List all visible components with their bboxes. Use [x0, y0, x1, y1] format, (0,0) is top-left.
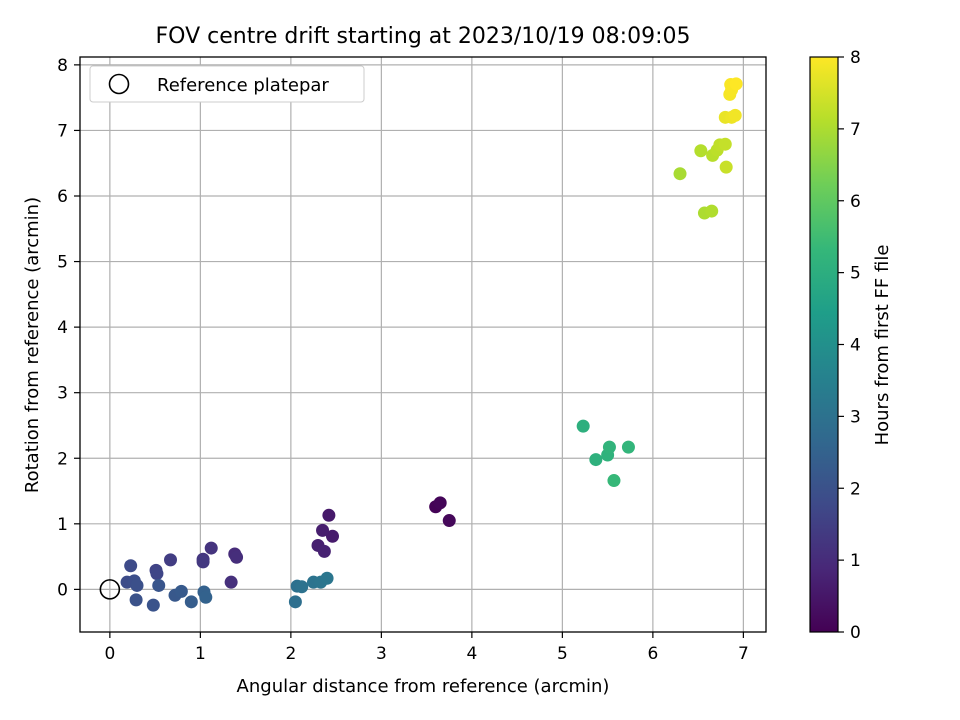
y-tick-label: 4: [57, 318, 68, 338]
data-point: [174, 584, 188, 598]
legend-box: [89, 65, 365, 103]
y-tick-label: 7: [57, 121, 68, 141]
data-point: [152, 578, 166, 592]
x-tick-label: 5: [557, 644, 568, 664]
plot-area: [79, 56, 767, 633]
x-tick-label: 6: [647, 644, 658, 664]
plot-background: [80, 57, 766, 632]
data-point: [322, 508, 336, 522]
y-tick-label: 8: [57, 56, 68, 76]
data-point: [130, 578, 144, 592]
y-tick-label: 6: [57, 187, 68, 207]
colorbar-label: Hours from first FF file: [872, 245, 893, 446]
x-tick-label: 7: [738, 644, 749, 664]
data-point: [320, 571, 334, 585]
data-point: [719, 160, 733, 174]
colorbar-tick-label: 8: [850, 48, 861, 68]
data-point: [204, 541, 218, 555]
x-tick-label: 3: [376, 644, 387, 664]
x-tick-label: 4: [466, 644, 477, 664]
y-tick-label: 5: [57, 253, 68, 273]
colorbar-tick-label: 4: [850, 336, 861, 356]
colorbar-tick-label: 0: [850, 623, 861, 643]
y-tick-label: 3: [57, 384, 68, 404]
data-point: [607, 474, 621, 488]
y-axis-label: Rotation from reference (arcmin): [22, 197, 43, 493]
plot-frame: [79, 56, 767, 633]
y-axis-ticks: 0 1 2 3 4 5 6 7 8: [57, 56, 80, 600]
data-point: [199, 590, 213, 604]
y-tick-label: 1: [57, 515, 68, 535]
data-point: [728, 108, 742, 122]
colorbar-tick-label: 7: [850, 120, 861, 140]
data-point: [316, 523, 330, 537]
data-point: [317, 544, 331, 558]
chart-title: FOV centre drift starting at 2023/10/19 …: [156, 24, 691, 49]
data-point: [196, 555, 210, 569]
data-point: [673, 167, 687, 181]
x-tick-label: 2: [285, 644, 296, 664]
legend-entry-label: Reference platepar: [157, 75, 329, 96]
colorbar-ticks: 0 1 2 3 4 5 6 7 8: [838, 48, 861, 643]
data-points: [120, 77, 743, 612]
colorbar-tick-label: 3: [850, 407, 861, 427]
y-tick-label: 0: [57, 580, 68, 600]
x-axis-label: Angular distance from reference (arcmin): [237, 676, 610, 697]
data-point: [576, 419, 590, 433]
data-point: [230, 550, 244, 564]
data-point: [442, 514, 456, 528]
data-point: [589, 453, 603, 467]
x-tick-label: 0: [104, 644, 115, 664]
data-point: [621, 440, 635, 454]
data-point: [124, 559, 138, 573]
data-point: [184, 595, 198, 609]
legend: Reference platepar: [89, 65, 365, 103]
x-axis-ticks: 0 1 2 3 4 5 6 7: [104, 632, 749, 664]
legend-marker-icon: [108, 73, 130, 95]
x-tick-label: 1: [195, 644, 206, 664]
data-point: [146, 598, 160, 612]
data-point: [164, 553, 178, 567]
data-point: [729, 77, 743, 91]
grid: [80, 57, 766, 632]
data-point: [694, 144, 708, 158]
data-point: [150, 567, 164, 581]
reference-platepar-marker: [99, 579, 121, 600]
data-point: [602, 440, 616, 454]
colorbar-tick-label: 5: [850, 264, 861, 284]
colorbar-tick-label: 6: [850, 192, 861, 212]
data-point: [433, 496, 447, 510]
data-point: [288, 595, 302, 609]
colorbar-tick-label: 1: [850, 551, 861, 571]
y-tick-label: 2: [57, 449, 68, 469]
data-point: [705, 204, 719, 218]
data-point: [295, 580, 309, 594]
colorbar: 0 1 2 3 4 5 6 7 8 Hours from first FF file: [809, 48, 893, 643]
data-point: [718, 137, 732, 151]
data-point: [224, 575, 238, 589]
colorbar-gradient: [809, 56, 839, 633]
data-point: [129, 593, 143, 607]
colorbar-tick-label: 2: [850, 479, 861, 499]
data-point: [325, 529, 339, 543]
